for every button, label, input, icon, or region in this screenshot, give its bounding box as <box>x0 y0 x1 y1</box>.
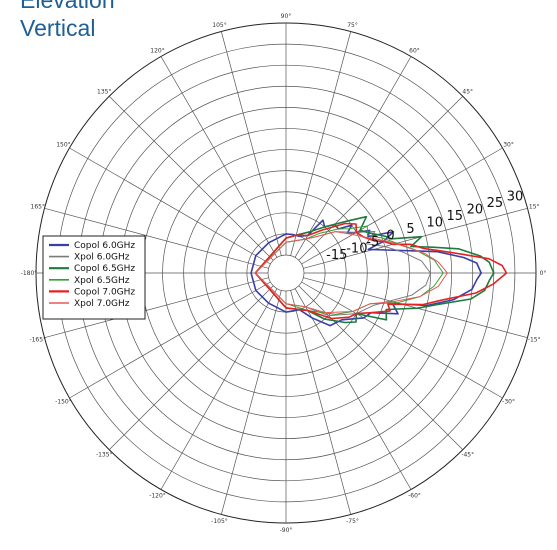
spoke <box>301 147 503 265</box>
spoke <box>298 285 464 451</box>
angular-tick-label: 135° <box>97 88 111 95</box>
spoke <box>220 290 282 515</box>
angular-tick-label: -60° <box>408 493 421 500</box>
radial-tick-label: -10 <box>346 241 367 256</box>
spoke <box>44 277 269 339</box>
chart-title-line-2: Vertical <box>20 15 96 41</box>
spoke <box>301 281 503 399</box>
spoke <box>290 31 352 256</box>
angular-tick-labels: 90° 75° 60° 45° 30° 15° 0° -15° -30° -45° -60° -75°… <box>21 13 547 534</box>
radial-tick-label: 25 <box>487 196 504 211</box>
spoke <box>108 95 274 261</box>
radial-tick-label: -15 <box>326 248 347 263</box>
angular-tick-label: -165° <box>29 337 46 344</box>
spoke <box>298 95 464 261</box>
angular-tick-label: -75° <box>346 518 359 525</box>
legend-label: Copol 6.5GHz <box>74 264 135 274</box>
inner-ring <box>267 254 305 292</box>
spoke <box>220 31 282 256</box>
angular-tick-label: 15° <box>529 203 540 210</box>
legend-label: Xpol 6.0GHz <box>74 253 130 263</box>
radial-tick-label: 30 <box>507 189 524 204</box>
angular-tick-label: 0° <box>540 270 547 277</box>
chart-title-line-1: Elevation <box>20 0 115 13</box>
legend-box <box>42 235 146 320</box>
legend-label: Xpol 7.0GHz <box>74 299 130 309</box>
radial-tick-label: 20 <box>467 202 484 217</box>
spoke <box>108 285 274 451</box>
spoke <box>69 281 271 399</box>
spoke <box>294 288 412 490</box>
angular-tick-label: 165° <box>31 203 45 210</box>
spoke <box>160 56 278 258</box>
angular-tick-label: 60° <box>409 47 420 54</box>
legend-label: Xpol 6.5GHz <box>74 276 130 286</box>
angular-tick-label: -120° <box>149 493 166 500</box>
angular-tick-label: 90° <box>281 13 292 20</box>
angular-tick-label: -15° <box>528 337 541 344</box>
series-line <box>254 222 508 320</box>
spoke <box>69 147 271 265</box>
polar-grid <box>35 22 537 524</box>
angular-tick-label: 30° <box>503 142 514 149</box>
angular-tick-label: -150° <box>55 399 72 406</box>
series-lines <box>250 215 508 327</box>
angular-tick-label: -135° <box>96 452 113 459</box>
series-line <box>250 219 482 327</box>
angular-tick-label: -45° <box>461 452 474 459</box>
spoke <box>294 56 412 258</box>
spoke <box>44 207 269 269</box>
angular-tick-label: 45° <box>462 88 473 95</box>
angular-tick-label: -105° <box>211 518 228 525</box>
radial-tick-label: 5 <box>406 222 414 237</box>
angular-tick-label: -180° <box>21 270 38 277</box>
angular-tick-label: 150° <box>56 142 70 149</box>
radial-tick-label: 0 <box>386 228 394 243</box>
spoke <box>290 290 352 515</box>
legend-label: Copol 6.0GHz <box>74 241 135 251</box>
radial-tick-label: 10 <box>426 215 443 230</box>
angular-tick-label: 105° <box>212 22 226 29</box>
angular-tick-label: -30° <box>502 399 515 406</box>
legend-label: Copol 7.0GHz <box>74 287 135 297</box>
spoke <box>160 288 278 490</box>
radial-tick-labels: -15-10-5 0 5 10 15 20 25 30 <box>326 189 523 263</box>
radial-tick-label: -5 <box>366 235 379 250</box>
series-line <box>254 231 448 314</box>
angular-tick-label: 75° <box>347 22 358 29</box>
angular-tick-label: 120° <box>150 47 164 54</box>
spoke <box>303 207 528 269</box>
angular-tick-label: -90° <box>280 527 293 534</box>
radial-tick-label: 15 <box>447 209 464 224</box>
